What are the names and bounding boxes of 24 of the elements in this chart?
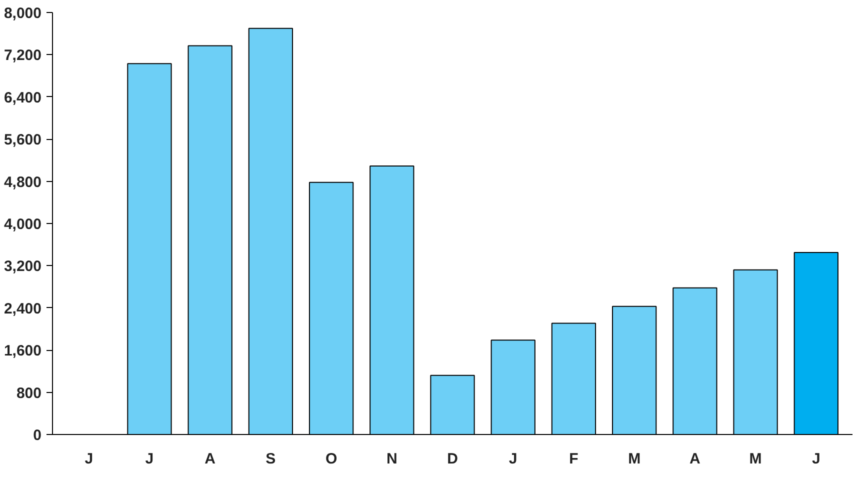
y-tick-label: 2,400 — [4, 300, 42, 318]
x-tick-label: F — [569, 450, 578, 468]
x-tick-label: J — [145, 450, 154, 468]
y-tick-label: 6,400 — [4, 89, 42, 106]
y-tick-label: 4,800 — [4, 174, 42, 191]
y-tick-label: 8,000 — [4, 5, 42, 22]
y-tick-label: 800 — [16, 384, 42, 402]
y-tick-label: 1,600 — [4, 342, 42, 360]
y-tick-label: 0 — [33, 427, 42, 444]
x-tick-label: J — [812, 450, 820, 468]
x-tick-label: J — [84, 450, 94, 468]
x-tick-label: O — [325, 450, 338, 468]
x-tick-label: D — [447, 450, 458, 468]
y-tick-label: 4,000 — [4, 216, 42, 233]
x-tick-label: A — [690, 450, 701, 468]
x-tick-label: S — [266, 450, 276, 468]
x-tick-label: M — [749, 450, 762, 468]
x-tick-label: M — [628, 450, 641, 468]
x-tick-label: A — [204, 450, 216, 468]
y-tick-label: 7,200 — [4, 47, 42, 64]
x-tick-label: N — [386, 450, 398, 468]
y-tick-label: 5,600 — [4, 132, 42, 149]
y-tick-label: 3,200 — [4, 258, 42, 276]
x-tick-label: J — [508, 450, 518, 468]
